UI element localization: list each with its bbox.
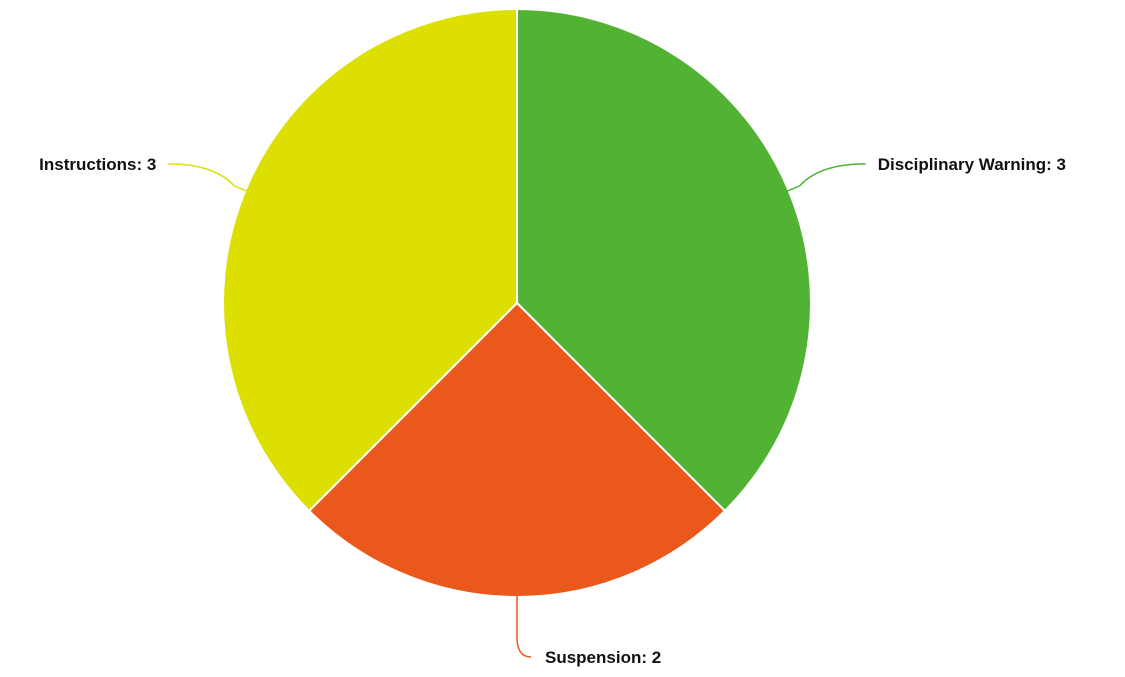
connectors-layer: [168, 163, 866, 658]
connector-line-disciplinary-warning: [786, 163, 866, 192]
connector-line-suspension: [516, 595, 532, 658]
data-label-suspension: Suspension: 2: [545, 648, 661, 667]
labels-layer: Disciplinary Warning: 3 Suspension: 2 Inst…: [39, 155, 1066, 667]
data-label-instructions: Instructions: 3: [39, 155, 156, 174]
data-label-disciplinary-warning: Disciplinary Warning: 3: [878, 155, 1066, 174]
slices-layer: [222, 7, 812, 598]
connector-line-instructions: [168, 163, 248, 192]
